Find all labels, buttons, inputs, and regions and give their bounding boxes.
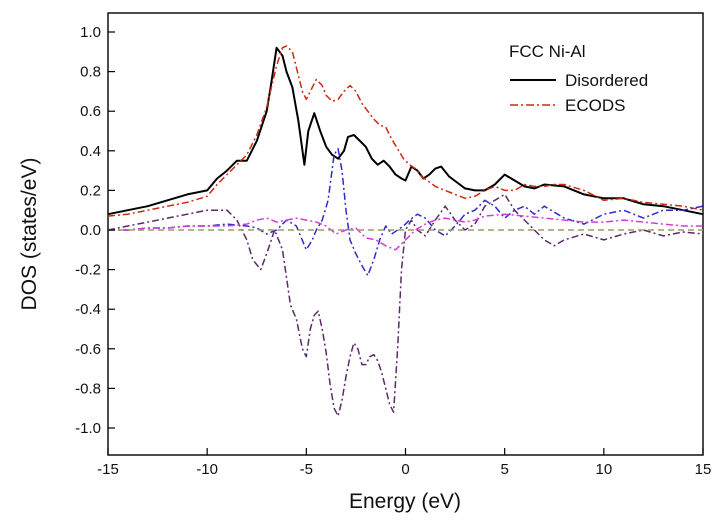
x-tick-label: -5 (300, 461, 313, 478)
x-tick-label: 10 (595, 461, 612, 478)
x-tick-label: 0 (401, 461, 409, 478)
x-tick-label: 15 (695, 461, 712, 478)
y-tick-label: 0.8 (80, 64, 101, 81)
x-axis-title: Energy (eV) (349, 490, 461, 513)
y-tick-label: 0.2 (80, 182, 101, 199)
legend-label-ecods: ECODS (565, 96, 625, 115)
x-tick-label: -10 (196, 461, 218, 478)
y-tick-label: 0.6 (80, 103, 101, 120)
y-tick-label: 0.4 (80, 143, 101, 160)
tick-layer: -15 -10 -5 0 5 10 15 -1.0 -0.8 -0.6 -0.4 -0.2 0.0 0.2… (75, 24, 711, 478)
series-al-partial (108, 213, 703, 251)
series-ni-d-partial (108, 148, 704, 277)
legend-title: FCC Ni-Al (509, 42, 586, 61)
y-tick-label: -1.0 (75, 420, 101, 437)
series-ni-d-difference (107, 193, 704, 417)
y-tick-label: 0.0 (80, 222, 101, 239)
x-tick-label: -15 (97, 461, 119, 478)
y-tick-label: -0.4 (75, 301, 101, 318)
y-tick-label: -0.2 (75, 262, 101, 279)
series-disordered (107, 46, 704, 216)
y-axis-title: DOS (states/eV) (18, 158, 41, 311)
x-tick-label: 5 (500, 461, 508, 478)
series-layer (107, 45, 704, 417)
y-tick-label: -0.8 (75, 380, 101, 397)
legend-label-disordered: Disordered (565, 71, 648, 90)
y-tick-label: -0.6 (75, 341, 101, 358)
legend: FCC Ni-Al Disordered ECODS (509, 42, 648, 115)
series-ecods (107, 45, 704, 217)
y-tick-label: 1.0 (80, 24, 101, 41)
